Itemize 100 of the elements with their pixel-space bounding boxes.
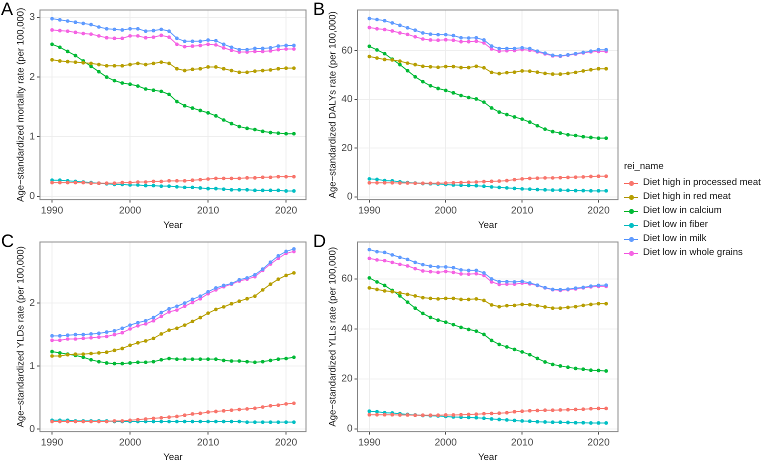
point — [104, 361, 108, 365]
point — [505, 418, 509, 422]
point — [474, 184, 478, 188]
point — [97, 360, 101, 364]
point — [206, 111, 210, 115]
point — [112, 329, 116, 333]
point — [505, 178, 509, 182]
x-tick-label: 2000 — [434, 205, 458, 216]
x-tick-label: 2000 — [118, 205, 142, 216]
point — [245, 70, 249, 74]
point — [466, 416, 470, 420]
point — [413, 74, 417, 79]
y-axis-title: Age−standardized YLLs rate (per 100,000) — [327, 246, 338, 427]
point — [159, 314, 164, 318]
point — [89, 62, 93, 66]
point — [167, 92, 171, 96]
point — [375, 412, 379, 417]
point — [120, 326, 124, 330]
point — [550, 408, 554, 412]
x-tick-label: 2020 — [587, 205, 610, 216]
point — [558, 364, 562, 368]
point — [604, 302, 608, 306]
point — [268, 282, 272, 286]
point — [206, 38, 210, 42]
point — [452, 34, 456, 38]
point — [159, 180, 164, 184]
point — [58, 59, 62, 63]
point — [159, 332, 164, 336]
point — [436, 38, 440, 42]
point — [497, 49, 502, 53]
point — [368, 276, 372, 280]
point — [253, 128, 257, 132]
point — [245, 407, 249, 411]
point — [444, 64, 448, 68]
point — [482, 332, 486, 336]
x-axis-title: Year — [478, 452, 498, 463]
point — [474, 97, 478, 101]
point — [245, 420, 249, 424]
point — [413, 306, 417, 310]
point — [268, 420, 272, 424]
point — [390, 260, 394, 264]
point — [482, 100, 486, 104]
point — [260, 405, 264, 409]
point — [245, 296, 249, 300]
point — [474, 180, 478, 184]
point — [159, 90, 164, 94]
point — [390, 21, 394, 25]
point — [245, 360, 249, 364]
point — [368, 16, 372, 20]
point — [214, 186, 218, 190]
point — [574, 304, 578, 308]
point — [413, 260, 417, 264]
point — [505, 304, 509, 308]
point — [581, 304, 586, 308]
point — [136, 26, 140, 31]
point — [574, 420, 578, 425]
point — [459, 66, 463, 70]
point — [512, 70, 516, 74]
point — [482, 184, 486, 188]
point — [190, 300, 194, 304]
point — [413, 266, 417, 270]
point — [368, 44, 372, 48]
point — [152, 184, 156, 188]
point — [190, 106, 194, 110]
point — [452, 270, 456, 274]
point — [190, 320, 194, 324]
point — [292, 420, 296, 424]
point — [175, 326, 179, 330]
point — [66, 29, 70, 33]
point — [466, 412, 470, 416]
point — [89, 32, 93, 36]
point — [520, 419, 524, 423]
point — [50, 42, 54, 46]
point — [581, 175, 586, 179]
point — [474, 272, 478, 276]
point — [375, 250, 379, 254]
point — [253, 46, 257, 50]
point — [167, 328, 171, 332]
point — [436, 270, 440, 274]
point — [398, 24, 402, 28]
point — [214, 176, 218, 180]
x-tick-label: 2010 — [511, 205, 534, 216]
point — [566, 365, 570, 369]
x-axis-title: Year — [163, 220, 183, 231]
y-axis-title: Age−standardized mortality rate (per 100,000) — [15, 8, 26, 202]
point — [512, 348, 516, 352]
point — [128, 34, 132, 38]
point — [268, 46, 272, 50]
point — [97, 332, 101, 336]
point — [474, 412, 478, 416]
point — [58, 28, 62, 32]
point — [89, 336, 93, 340]
point — [596, 368, 600, 372]
point — [198, 412, 202, 416]
point — [444, 296, 448, 300]
point — [97, 351, 101, 355]
point — [214, 114, 218, 118]
x-tick-label: 1990 — [40, 205, 64, 216]
point — [260, 175, 264, 180]
point — [459, 40, 463, 44]
